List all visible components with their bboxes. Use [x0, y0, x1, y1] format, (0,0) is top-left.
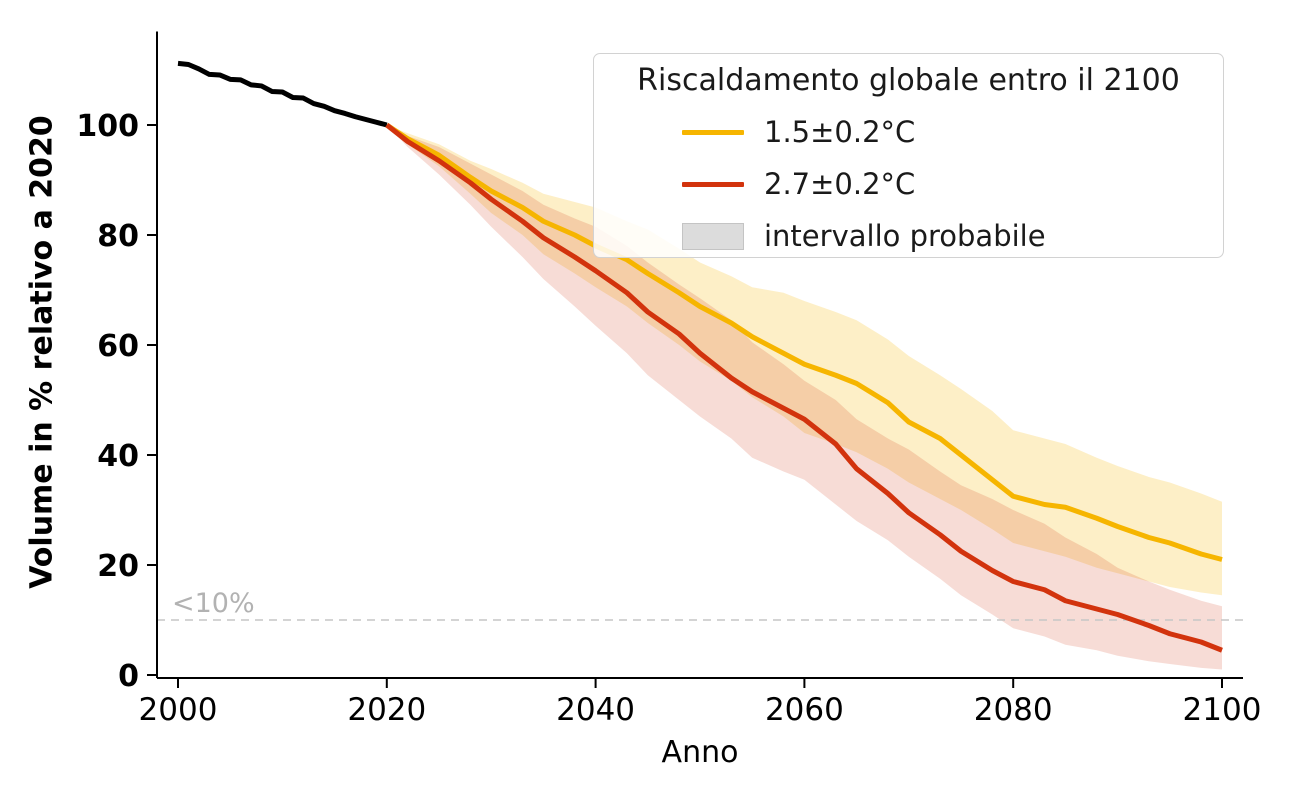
legend-title: Riscaldamento globale entro il 2100 — [637, 63, 1180, 98]
series-line-storico — [177, 60, 388, 128]
y-tick-label: 0 — [118, 659, 139, 694]
y-axis-label: Volume in % relativo a 2020 — [24, 115, 60, 589]
y-tick-label: 100 — [76, 109, 139, 144]
x-tick-label: 2060 — [765, 692, 844, 728]
threshold-label: <10% — [172, 588, 255, 619]
x-tick-label: 2100 — [1183, 692, 1262, 728]
y-tick-label: 60 — [97, 329, 139, 364]
y-tick-label: 80 — [97, 219, 139, 254]
legend-item-label: intervallo probabile — [764, 219, 1046, 253]
series-line-2702C — [385, 123, 1223, 653]
legend-item: 1.5±0.2°C — [682, 106, 1223, 158]
uncertainty-band-2702C — [386, 125, 1222, 670]
legend-item: intervallo probabile — [682, 210, 1223, 262]
legend-item-label: 1.5±0.2°C — [764, 115, 916, 149]
legend-item: 2.7±0.2°C — [682, 158, 1223, 210]
legend: Riscaldamento globale entro il 2100 1.5±… — [593, 53, 1224, 258]
legend-rows: 1.5±0.2°C 2.7±0.2°C intervallo probabile — [682, 106, 1223, 262]
y-tick-label: 40 — [97, 439, 139, 474]
x-axis-label: Anno — [661, 735, 739, 770]
x-tick-label: 2080 — [974, 692, 1053, 728]
x-tick-label: 2040 — [556, 692, 635, 728]
x-tick-label: 2000 — [139, 692, 218, 728]
legend-line-swatch — [682, 129, 744, 135]
legend-patch-swatch — [682, 222, 744, 250]
legend-line-swatch — [682, 181, 744, 187]
x-tick-label: 2020 — [347, 692, 426, 728]
series-line-1502C — [385, 122, 1223, 562]
legend-item-label: 2.7±0.2°C — [764, 167, 916, 201]
y-tick-label: 20 — [97, 549, 139, 584]
